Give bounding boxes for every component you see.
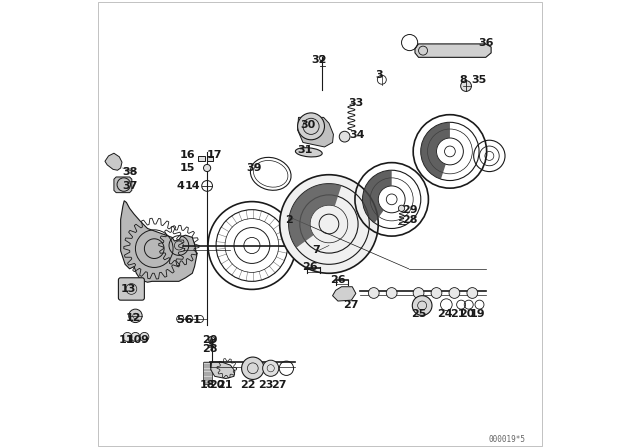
Polygon shape [105,153,122,170]
Circle shape [339,131,350,142]
Text: 28: 28 [402,215,417,225]
Text: 38: 38 [122,168,138,177]
Text: 17: 17 [207,150,223,159]
Text: 27: 27 [344,300,359,310]
Text: 32: 32 [312,56,327,65]
Circle shape [262,360,279,376]
Text: 6: 6 [184,315,192,325]
Polygon shape [298,117,333,147]
Text: 16: 16 [180,150,196,159]
Text: 8: 8 [460,75,467,85]
FancyBboxPatch shape [118,278,145,300]
Text: 39: 39 [246,163,262,173]
Text: 7: 7 [312,245,320,255]
Circle shape [413,288,424,298]
Text: 26: 26 [302,262,318,271]
Text: 27: 27 [271,380,287,390]
Text: 3: 3 [375,70,383,80]
Text: 14: 14 [184,181,200,191]
Text: 2: 2 [285,215,292,224]
Circle shape [412,296,432,315]
FancyBboxPatch shape [198,156,205,161]
Circle shape [242,357,264,379]
Circle shape [298,113,324,140]
Text: 26: 26 [330,275,346,285]
Text: 9: 9 [140,335,148,345]
Text: 11: 11 [118,335,134,345]
Text: 10: 10 [126,335,142,345]
Circle shape [131,332,140,341]
Polygon shape [211,362,235,379]
Polygon shape [289,184,341,248]
Polygon shape [114,177,132,193]
Text: 31: 31 [298,145,313,155]
Text: 13: 13 [120,284,136,294]
Text: 35: 35 [472,75,486,85]
Polygon shape [363,170,392,223]
Circle shape [280,175,378,273]
Circle shape [140,332,149,341]
Text: 18: 18 [199,380,215,390]
Text: 20: 20 [460,309,475,319]
Polygon shape [415,44,491,57]
Polygon shape [121,201,197,282]
Text: 5: 5 [177,315,184,325]
Circle shape [449,288,460,298]
FancyBboxPatch shape [207,156,213,161]
Text: 20: 20 [209,380,225,390]
Text: 37: 37 [122,181,138,191]
Text: 19: 19 [470,309,486,319]
Text: 22: 22 [241,380,256,390]
Text: 21: 21 [217,380,233,390]
Polygon shape [333,287,356,301]
Text: 29: 29 [402,205,417,215]
Circle shape [204,164,211,172]
Circle shape [467,288,477,298]
Text: 24: 24 [436,309,452,319]
Text: 33: 33 [348,98,364,108]
Text: 36: 36 [478,38,493,47]
Text: 4: 4 [176,181,184,191]
Ellipse shape [296,148,322,157]
Text: 29: 29 [202,336,218,345]
Bar [203,362,212,384]
Circle shape [123,332,132,341]
Text: 12: 12 [125,313,141,323]
Text: 000019*5: 000019*5 [488,435,525,444]
Text: 1: 1 [193,315,201,325]
Circle shape [369,288,379,298]
Text: 21: 21 [450,309,466,319]
Text: 23: 23 [258,380,273,390]
Text: 34: 34 [349,130,365,140]
Circle shape [129,309,142,323]
Text: 15: 15 [180,163,196,173]
Polygon shape [421,122,450,179]
Text: 25: 25 [411,309,426,319]
Circle shape [387,288,397,298]
Circle shape [398,205,404,211]
Circle shape [431,288,442,298]
Text: 28: 28 [202,345,218,354]
Circle shape [461,81,472,91]
Text: 30: 30 [300,120,315,129]
